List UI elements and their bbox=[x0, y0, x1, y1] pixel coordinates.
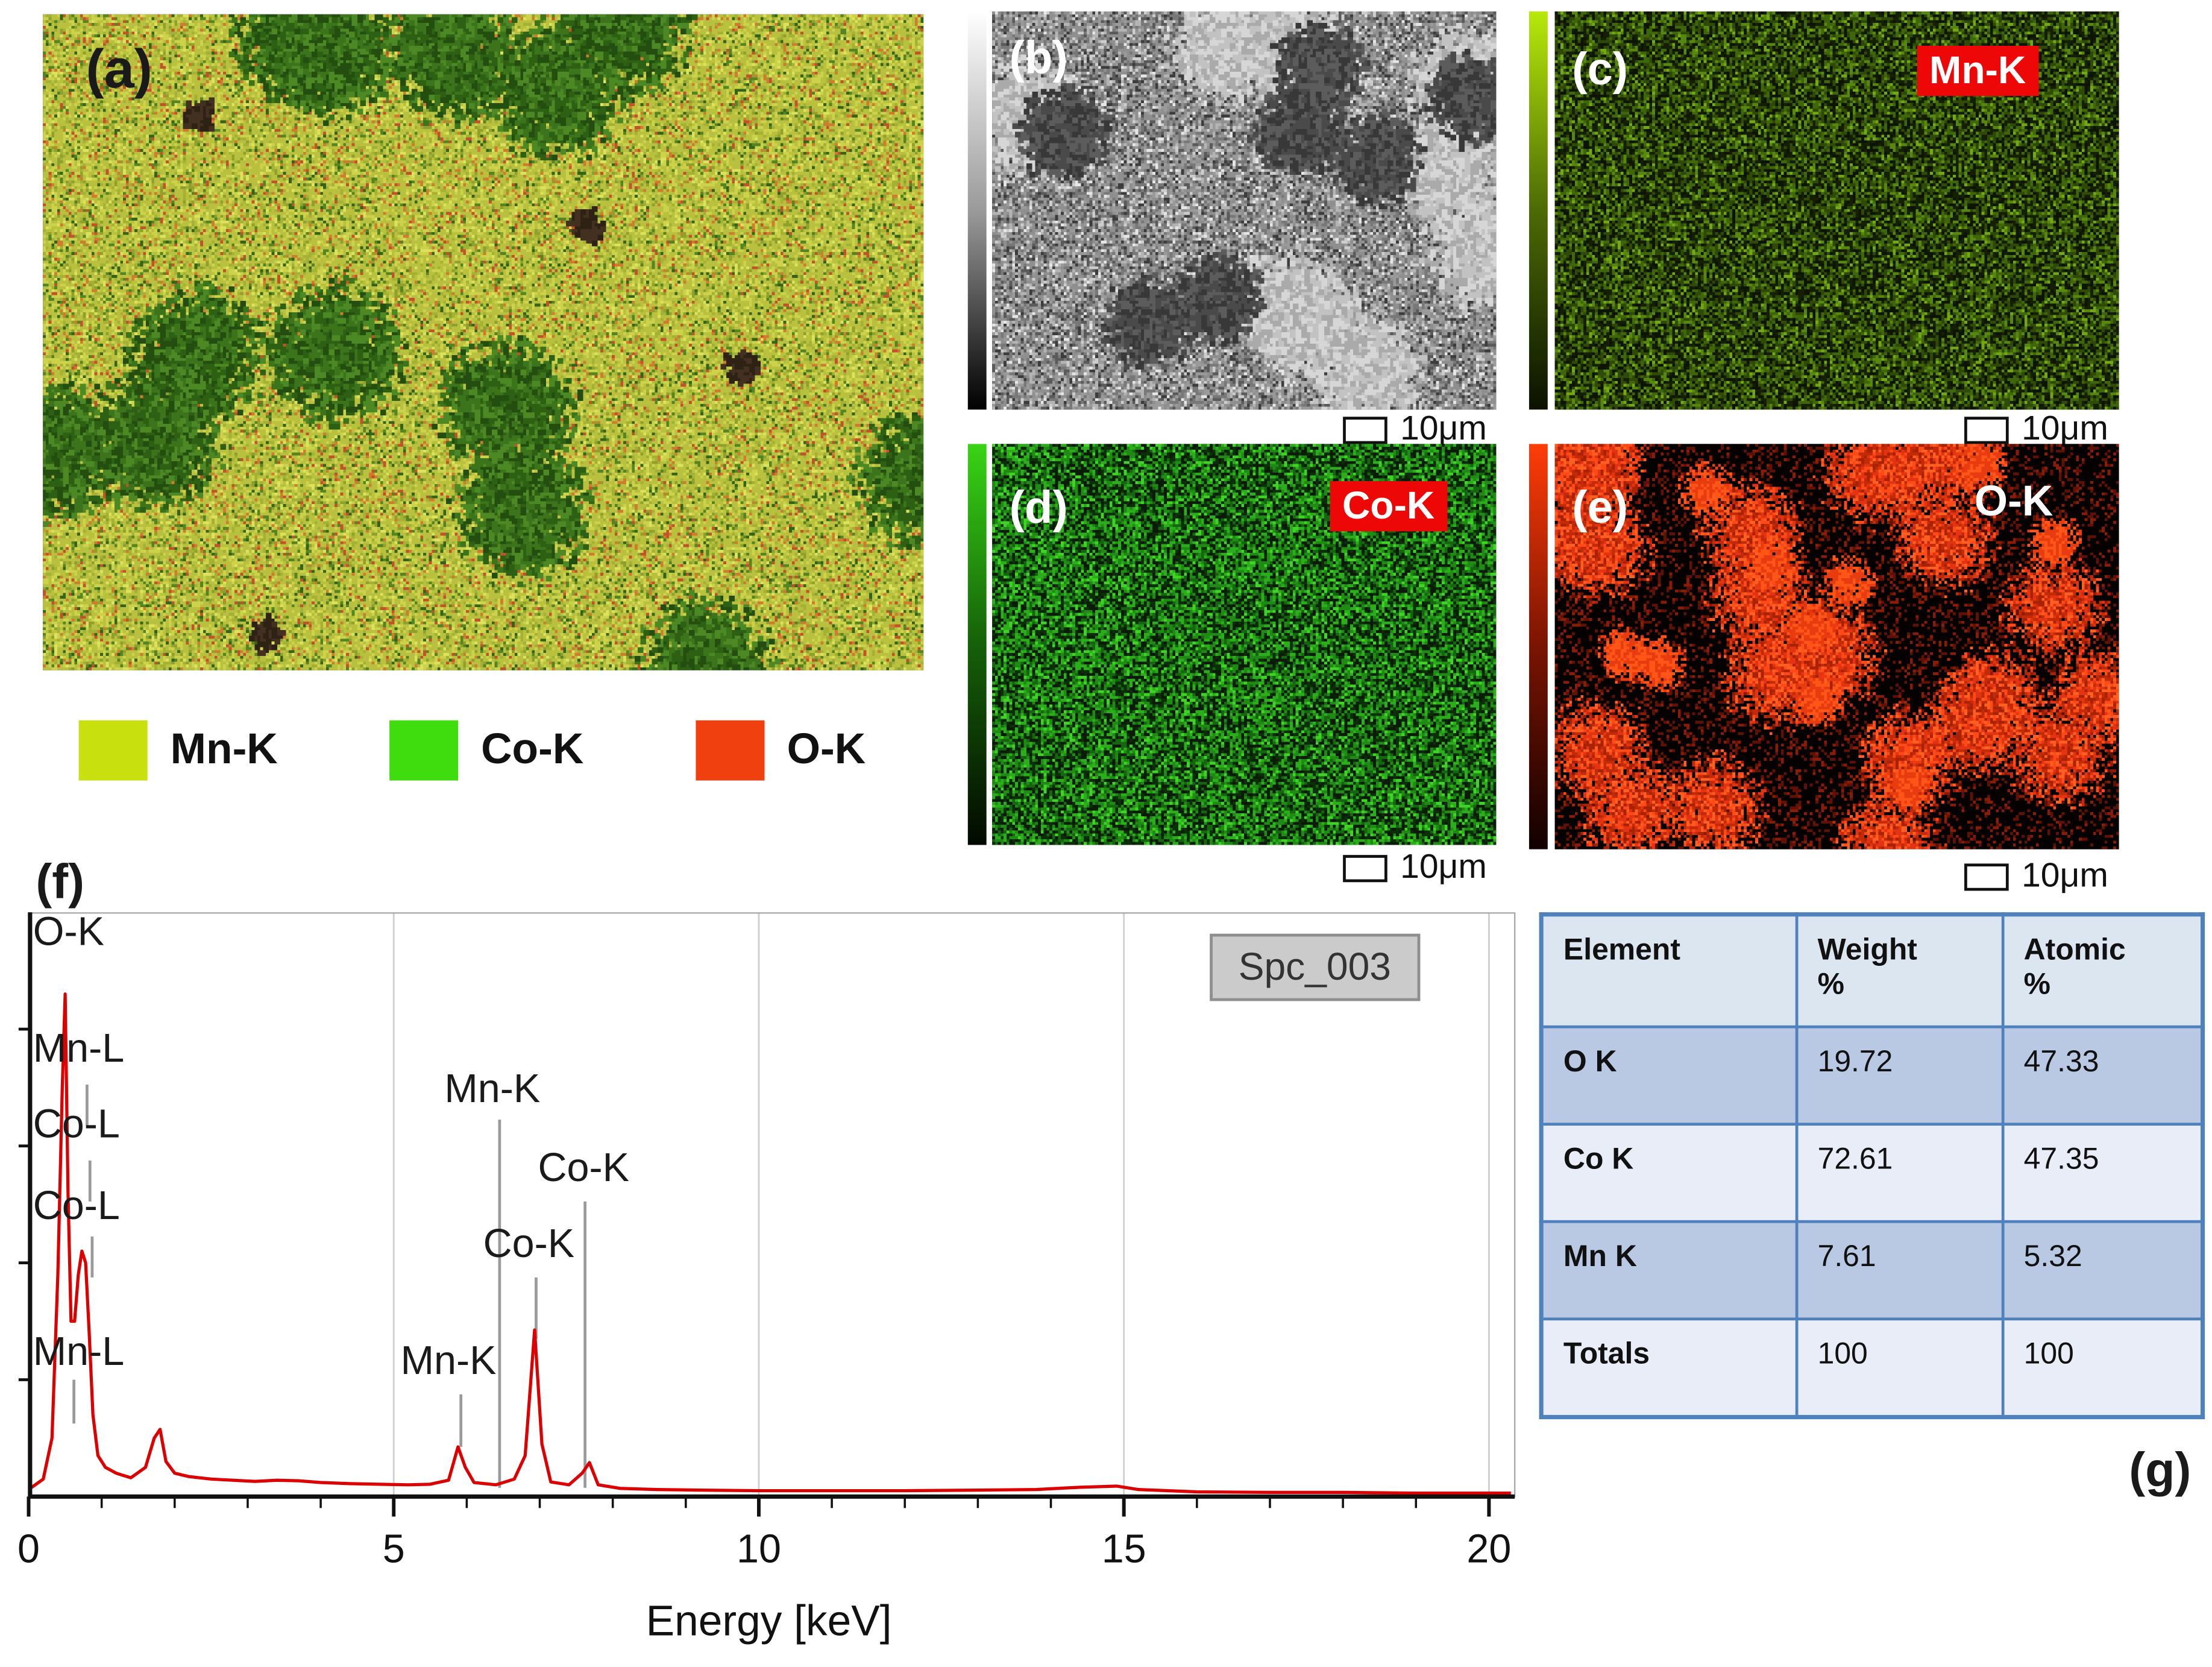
mn-colorbar bbox=[1529, 11, 1548, 410]
scale-rect-icon bbox=[1964, 863, 2009, 890]
svg-text:Mn-K: Mn-K bbox=[444, 1067, 540, 1111]
co-k-tag: Co-K bbox=[1329, 481, 1448, 532]
scale-text: 10μm bbox=[2022, 856, 2108, 895]
svg-text:Co-L: Co-L bbox=[33, 1101, 120, 1146]
o-map-panel: (e) O-K bbox=[1554, 444, 2119, 849]
grayscale-colorbar bbox=[967, 11, 987, 410]
panel-f-label: (f) bbox=[36, 855, 85, 910]
legend-swatch-o bbox=[695, 720, 764, 781]
col-element: Element bbox=[1539, 913, 1798, 1029]
scale-rect-icon bbox=[1343, 854, 1387, 882]
col-weight: Weight % bbox=[1794, 913, 2004, 1029]
map-legend: Mn-K Co-K O-K bbox=[78, 720, 978, 781]
table-row: Mn K 7.61 5.32 bbox=[1539, 1220, 2204, 1321]
scale-bar-d: 10μm bbox=[1343, 848, 1487, 888]
co-colorbar bbox=[967, 444, 987, 845]
legend-swatch-mn bbox=[78, 720, 148, 781]
panel-c-label: (c) bbox=[1572, 43, 1629, 95]
legend-label-o: O-K bbox=[787, 726, 866, 774]
svg-text:O-K: O-K bbox=[33, 912, 104, 954]
combined-eds-map-panel: (a) bbox=[43, 14, 924, 670]
svg-text:Co-L: Co-L bbox=[33, 1183, 120, 1228]
scale-rect-icon bbox=[1964, 416, 2009, 444]
panel-d-label: (d) bbox=[1009, 481, 1068, 533]
table-header-row: Element Weight % Atomic % bbox=[1539, 913, 2204, 1029]
svg-text:Mn-L: Mn-L bbox=[33, 1026, 125, 1071]
scale-bar-c: 10μm bbox=[1964, 409, 2108, 450]
panel-b-label: (b) bbox=[1009, 31, 1068, 83]
spectrum-id-badge: Spc_003 bbox=[1210, 933, 1420, 1001]
table-row: O K 19.72 47.33 bbox=[1539, 1025, 2204, 1126]
scale-text: 10μm bbox=[2022, 409, 2108, 449]
svg-text:10: 10 bbox=[737, 1527, 781, 1572]
legend-item-mn: Mn-K bbox=[78, 720, 278, 781]
svg-text:Co-K: Co-K bbox=[538, 1145, 629, 1190]
svg-text:Mn-L: Mn-L bbox=[33, 1329, 125, 1374]
scale-text: 10μm bbox=[1400, 409, 1487, 449]
svg-text:Mn-K: Mn-K bbox=[401, 1338, 497, 1383]
svg-text:0: 0 bbox=[17, 1527, 40, 1572]
o-map-image bbox=[1554, 444, 2119, 849]
panel-g-label: (g) bbox=[2129, 1443, 2192, 1498]
legend-item-o: O-K bbox=[695, 720, 866, 781]
svg-text:20: 20 bbox=[1466, 1527, 1511, 1572]
panel-e-label: (e) bbox=[1572, 481, 1629, 533]
x-axis-title: Energy [keV] bbox=[646, 1598, 892, 1646]
scale-bar-b: 10μm bbox=[1343, 409, 1487, 450]
legend-label-mn: Mn-K bbox=[170, 726, 278, 774]
table-row: Co K 72.61 47.35 bbox=[1539, 1123, 2204, 1223]
scale-text: 10μm bbox=[1400, 848, 1487, 887]
table-row: Totals 100 100 bbox=[1539, 1317, 2204, 1419]
sem-image-panel: (b) bbox=[992, 11, 1497, 410]
scale-bar-e: 10μm bbox=[1964, 856, 2108, 897]
quantification-table: Element Weight % Atomic % O K 19.72 47.3… bbox=[1539, 912, 2205, 1420]
legend-item-co: Co-K bbox=[389, 720, 583, 781]
o-colorbar bbox=[1529, 444, 1548, 849]
svg-text:5: 5 bbox=[383, 1527, 405, 1572]
spectrum-plot: 0 5 10 15 20 O-K Mn-L Co-L Co-L Mn-L Mn-K Co-K Co-K M… bbox=[17, 912, 1516, 1572]
mn-k-tag: Mn-K bbox=[1916, 46, 2039, 96]
svg-text:15: 15 bbox=[1102, 1527, 1146, 1572]
svg-text:Co-K: Co-K bbox=[483, 1221, 575, 1266]
co-map-panel: (d) Co-K bbox=[992, 444, 1497, 845]
scale-rect-icon bbox=[1343, 416, 1387, 444]
col-atomic: Atomic % bbox=[2000, 913, 2204, 1029]
o-k-tag: O-K bbox=[1974, 478, 2053, 526]
legend-label-co: Co-K bbox=[481, 726, 584, 774]
legend-swatch-co bbox=[389, 720, 459, 781]
sem-image bbox=[992, 11, 1497, 410]
mn-map-panel: (c) Mn-K bbox=[1554, 11, 2119, 410]
combined-eds-map-image bbox=[43, 14, 924, 670]
panel-a-label: (a) bbox=[86, 40, 152, 101]
